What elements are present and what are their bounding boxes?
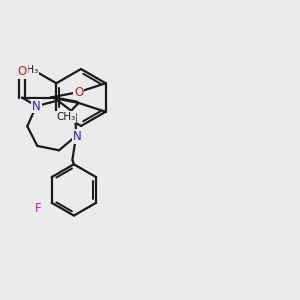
- Text: O: O: [17, 65, 27, 78]
- Text: O: O: [74, 85, 83, 99]
- Text: CH₃: CH₃: [56, 112, 76, 122]
- Text: N: N: [73, 130, 82, 142]
- Text: F: F: [35, 202, 41, 214]
- Text: CH₃: CH₃: [19, 65, 38, 75]
- Text: N: N: [32, 100, 41, 112]
